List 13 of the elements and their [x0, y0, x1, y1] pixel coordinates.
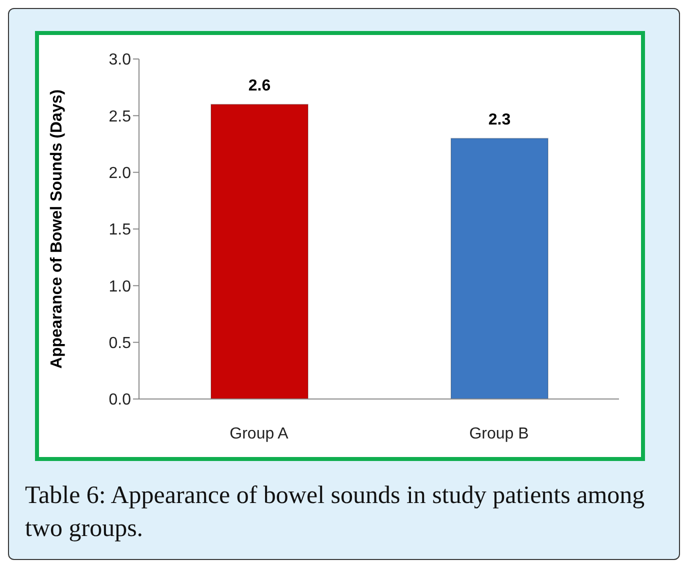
- y-tick-label: 1.0: [108, 278, 132, 296]
- y-tick-label: 3.0: [108, 52, 132, 69]
- y-tick-label: 2.0: [108, 165, 132, 182]
- data-label: 2.6: [248, 77, 271, 94]
- y-tick-label: 0.0: [108, 392, 132, 409]
- x-tick-label: Group A: [230, 425, 289, 442]
- y-axis-title: Appearance of Bowel Sounds (Days): [48, 89, 66, 369]
- x-tick-label: Group B: [469, 425, 529, 442]
- y-tick-label: 0.5: [108, 335, 132, 352]
- y-tick-label: 1.5: [108, 222, 132, 239]
- data-label: 2.3: [488, 111, 511, 128]
- y-tick-label: 2.5: [108, 108, 132, 126]
- caption: Table 6: Appearance of bowel sounds in study patients among two groups.: [25, 481, 646, 544]
